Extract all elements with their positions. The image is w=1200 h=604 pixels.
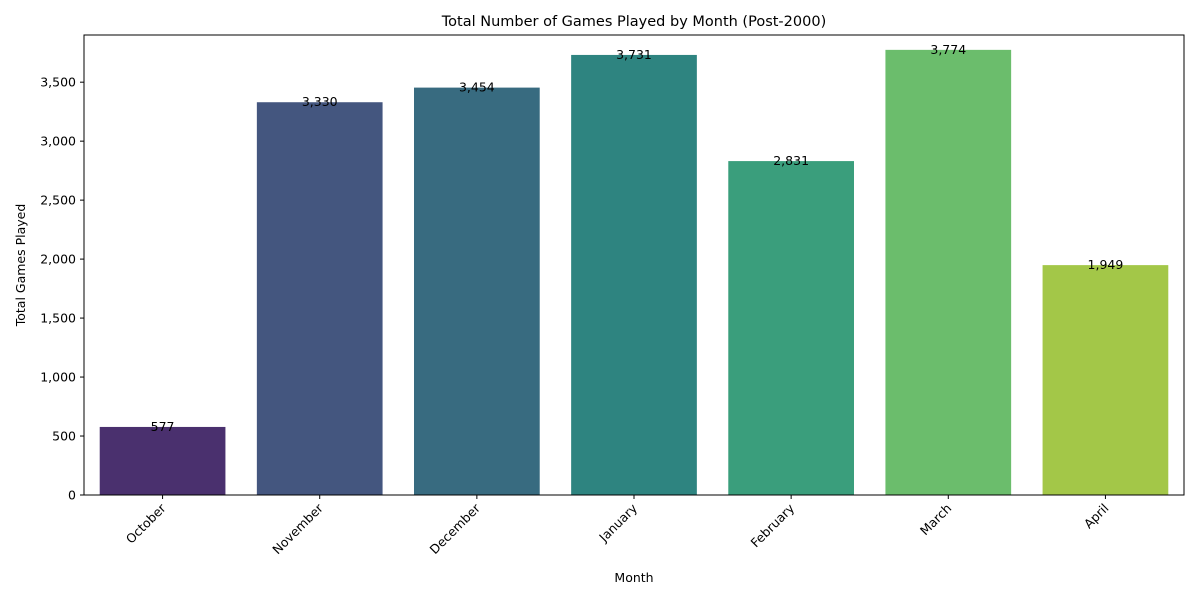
x-tick-label-october: October [123, 500, 170, 547]
data-label-january: 3,731 [616, 47, 652, 62]
y-axis: 0 500 1,000 1,500 2,000 2,500 3,000 3,500 [40, 75, 84, 503]
bar-november [256, 102, 383, 495]
data-label-march: 3,774 [930, 42, 966, 57]
x-tick-label-november: November [269, 500, 326, 557]
y-tick-label: 3,000 [40, 134, 76, 149]
plot-area-frame [83, 34, 1185, 496]
y-tick-label: 1,000 [40, 370, 76, 385]
bars-layer [99, 49, 1169, 496]
data-labels-layer: 577 3,330 3,454 3,731 2,831 3,774 1,949 [151, 42, 1124, 434]
data-label-february: 2,831 [773, 153, 809, 168]
y-axis-label: Total Games Played [13, 204, 28, 328]
bar-february [728, 161, 854, 496]
bar-january [571, 54, 697, 495]
y-tick-label: 500 [52, 429, 76, 444]
x-tick-label-february: February [747, 500, 797, 550]
y-tick-label: 0 [68, 488, 76, 503]
data-label-december: 3,454 [459, 80, 495, 95]
y-tick-label: 2,500 [40, 193, 76, 208]
bar-april [1042, 265, 1169, 495]
bar-october [99, 426, 226, 495]
y-tick-label: 2,000 [40, 252, 76, 267]
data-label-april: 1,949 [1088, 257, 1124, 272]
x-tick-label-january: January [595, 500, 640, 545]
x-tick-label-march: March [917, 501, 955, 539]
y-tick-label: 1,500 [40, 311, 76, 326]
bar-march [885, 49, 1012, 495]
x-tick-label-april: April [1081, 501, 1112, 532]
chart-title: Total Number of Games Played by Month (P… [441, 14, 826, 30]
data-label-november: 3,330 [302, 94, 338, 109]
x-axis: October November December January February Ma… [123, 495, 1112, 557]
data-label-october: 577 [151, 419, 175, 434]
x-tick-label-december: December [427, 500, 484, 557]
y-tick-label: 3,500 [40, 75, 76, 90]
bar-december [414, 87, 540, 495]
x-axis-label: Month [614, 570, 653, 585]
